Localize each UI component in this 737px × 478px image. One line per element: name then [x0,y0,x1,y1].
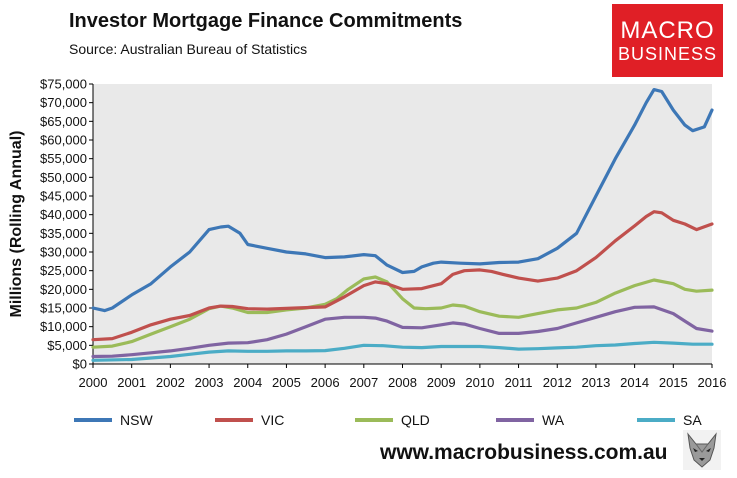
y-tick-label: $40,000 [40,207,87,222]
legend-swatch [74,418,112,422]
y-tick-label: $10,000 [40,319,87,334]
y-tick-label: $0 [73,357,87,372]
chart-title: Investor Mortgage Finance Commitments [69,10,463,32]
x-tick-label: 2009 [427,375,456,390]
y-tick-label: $45,000 [40,189,87,204]
x-tick-label: 2015 [659,375,688,390]
y-tick-label: $55,000 [40,151,87,166]
x-tick-label: 2012 [543,375,572,390]
x-tick-label: 2000 [79,375,108,390]
x-tick-label: 2005 [272,375,301,390]
y-tick-label: $5,000 [47,338,87,353]
series-line-sa [91,340,714,362]
y-tick-label: $35,000 [40,226,87,241]
legend-item-sa: SA [637,412,702,428]
y-axis-label: Millions (Rolling Annual) [8,131,25,318]
chart-source: Source: Australian Bureau of Statistics [69,41,308,57]
legend-label: NSW [120,412,153,428]
y-tick-label: $50,000 [40,170,87,185]
series-line-vic [91,210,714,342]
x-tick-label: 2002 [156,375,185,390]
x-tick-label: 2001 [117,375,146,390]
x-tick-label: 2013 [581,375,610,390]
x-tick-label: 2014 [620,375,649,390]
legend-label: QLD [401,412,430,428]
x-tick-label: 2006 [311,375,340,390]
x-tick-label: 2003 [195,375,224,390]
x-tick-label: 2007 [349,375,378,390]
series-line-wa [91,305,714,359]
x-tick-label: 2010 [465,375,494,390]
legend-swatch [637,418,675,422]
y-tick-label: $20,000 [40,282,87,297]
y-tick-label: $25,000 [40,263,87,278]
website-url: www.macrobusiness.com.au [380,441,668,464]
x-tick-label: 2011 [505,375,533,390]
x-tick-label: 2016 [698,375,727,390]
line-chart: $0 $5,000 $10,000 $15,000 $20,000 $25,000 $30,… [8,77,727,391]
legend-swatch [496,418,534,422]
legend-item-vic: VIC [215,412,284,428]
y-tick-label: $70,000 [40,95,87,110]
y-tick-label: $65,000 [40,114,87,129]
y-tick-label: $60,000 [40,133,87,148]
legend-label: SA [683,412,702,428]
y-tick-label: $75,000 [40,77,87,92]
y-tick-label: $15,000 [40,301,87,316]
legend-swatch [215,418,253,422]
legend-item-nsw: NSW [74,412,153,428]
logo-line-2: BUSINESS [617,43,718,64]
legend-label: WA [542,412,565,428]
wolf-head-icon [683,430,721,470]
x-tick-label: 2004 [233,375,262,390]
series-line-nsw [91,88,714,313]
legend-item-wa: WA [496,412,564,428]
y-tick-label: $30,000 [40,245,87,260]
legend-swatch [355,418,393,422]
legend-label: VIC [261,412,285,428]
logo-line-1: MACRO [620,16,715,44]
x-tick-label: 2008 [388,375,417,390]
macrobusiness-logo: MACRO BUSINESS [612,4,723,77]
legend-item-qld: QLD [355,412,430,428]
chart-legend: NSW VIC QLD WA SA [0,412,737,432]
